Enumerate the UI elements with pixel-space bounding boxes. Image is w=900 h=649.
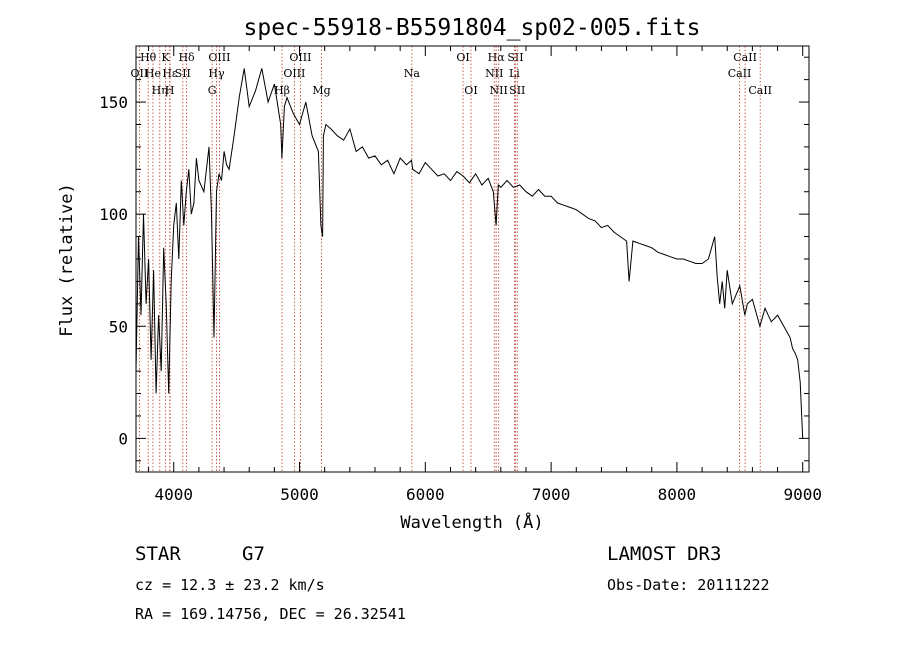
spectral-line-label: SII <box>509 84 525 97</box>
spectral-line-label: G <box>208 84 217 97</box>
spectral-line-label: CaII <box>728 67 752 80</box>
spectral-line-label: Mg <box>312 84 330 97</box>
x-tick-label: 7000 <box>532 485 571 504</box>
y-tick-label: 0 <box>118 429 128 448</box>
x-tick-label: 4000 <box>154 485 193 504</box>
x-tick-label: 5000 <box>280 485 319 504</box>
spectral-line-label: OIII <box>289 51 311 64</box>
x-axis: 4000 5000 6000 7000 8000 9000 <box>148 46 822 504</box>
observation-date: Obs-Date: 20111222 <box>607 576 770 594</box>
spectral-line-label: Hε <box>162 67 178 80</box>
spectral-line-label: He <box>145 67 161 80</box>
y-axis-label: Flux (relative) <box>57 183 77 337</box>
spectral-line-label: OIII <box>283 67 305 80</box>
spectral-line-label: OI <box>456 51 469 64</box>
spectral-line-label: K <box>161 51 170 64</box>
redshift-cz: cz = 12.3 ± 23.2 km/s <box>135 576 325 594</box>
y-axis: 0 50 100 150 <box>99 56 809 462</box>
spectral-line-label: Hθ <box>140 51 157 64</box>
y-tick-label: 50 <box>109 317 128 336</box>
spectral-line-label: CaII <box>748 84 772 97</box>
y-tick-label: 100 <box>99 205 128 224</box>
x-tick-label: 9000 <box>783 485 822 504</box>
spectral-line-label: Hδ <box>178 51 195 64</box>
spectrum-line <box>135 68 804 439</box>
spectral-line-label: SII <box>507 51 523 64</box>
spectral-line-label: NII <box>490 84 508 97</box>
spectral-line-label: Na <box>404 67 421 80</box>
spectral-line-label: Hγ <box>208 67 225 80</box>
spectral-line-label: CaII <box>733 51 757 64</box>
spectral-line-label: OIII <box>208 51 230 64</box>
y-tick-label: 150 <box>99 93 128 112</box>
spectral-line-label: Li <box>509 67 520 80</box>
chart-title: spec-55918-B5591804_sp02-005.fits <box>244 15 701 41</box>
spectral-line-label: OI <box>464 84 477 97</box>
x-tick-label: 8000 <box>658 485 697 504</box>
object-subclass: G7 <box>242 543 265 565</box>
spectral-line-label: Hβ <box>274 84 290 97</box>
spectral-line-label: NII <box>485 67 503 80</box>
coordinates: RA = 169.14756, DEC = 26.32541 <box>135 605 406 623</box>
x-tick-label: 6000 <box>406 485 445 504</box>
spectral-line-label: SII <box>175 67 191 80</box>
spectral-line-label: Hα <box>488 51 506 64</box>
survey-name: LAMOST DR3 <box>607 543 721 565</box>
spectral-line-label: H <box>165 84 175 97</box>
object-class: STAR <box>135 543 181 565</box>
spectral-line-label: Hη <box>152 84 168 97</box>
x-axis-label: Wavelength (Å) <box>400 511 543 533</box>
spectral-line-label: OII <box>131 67 149 80</box>
